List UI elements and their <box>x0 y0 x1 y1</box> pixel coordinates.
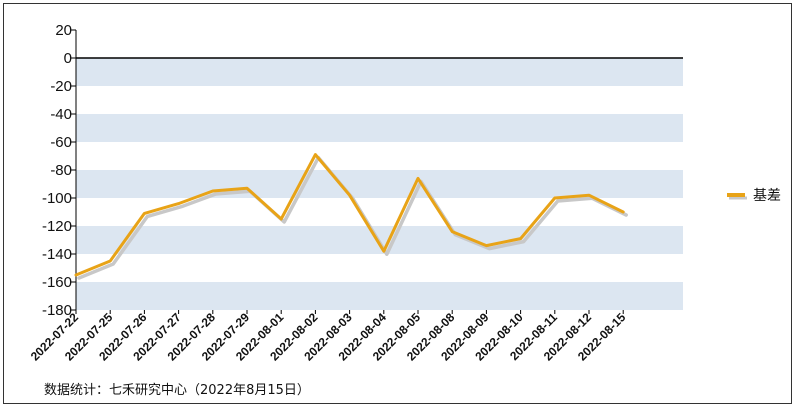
grid-bands <box>76 58 683 310</box>
y-axis-ticks: 20 0 -20 -40 -60 -80 -100 -120 -140 -160 -180 <box>42 22 76 319</box>
grid-band <box>76 58 683 86</box>
y-tick-label: -180 <box>42 302 72 319</box>
y-tick-label: -20 <box>50 78 72 95</box>
grid-band <box>76 282 683 310</box>
y-tick-label: -60 <box>50 134 72 151</box>
y-tick-label: -100 <box>42 190 72 207</box>
x-axis-ticks: 2022-07-222022-07-252022-07-262022-07-27… <box>28 310 629 364</box>
y-tick-label: -120 <box>42 218 72 235</box>
y-tick-label: -80 <box>50 162 72 179</box>
source-note: 数据统计：七禾研究中心（2022年8月15日） <box>44 383 310 398</box>
series-layer <box>74 153 628 280</box>
y-tick-label: -140 <box>42 246 72 263</box>
y-tick-label: -40 <box>50 106 72 123</box>
grid-band <box>76 114 683 142</box>
legend: 基差 <box>727 187 781 204</box>
y-tick-label: 20 <box>55 22 72 39</box>
series-line <box>74 153 625 277</box>
y-tick-label: 0 <box>64 50 72 67</box>
y-tick-label: -160 <box>42 274 72 291</box>
grid-band <box>76 170 683 198</box>
legend-label: 基差 <box>753 187 781 204</box>
